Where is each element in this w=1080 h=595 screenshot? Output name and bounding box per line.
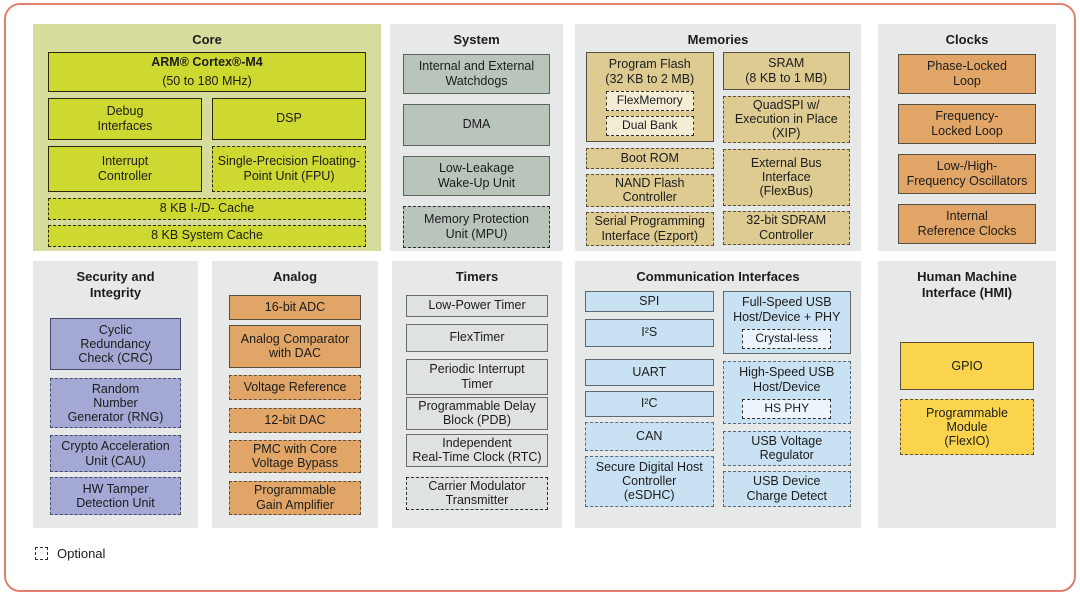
block-llwu: Low-Leakage Wake-Up Unit — [403, 155, 550, 196]
block-watchdogs: Internal and External Watchdogs — [403, 53, 550, 94]
block-interrupt-controller: Interrupt Controller — [48, 145, 202, 192]
block-dual-bank: Dual Bank — [605, 115, 694, 136]
panel-security-and-integrity: Security and Integrity Cyclic Redundancy… — [33, 261, 198, 528]
block-can: CAN — [585, 421, 714, 451]
panel-analog: Analog 16-bit ADC Analog Comparator with… — [212, 261, 378, 528]
block-pll: Phase-Locked Loop — [898, 53, 1036, 94]
panel-analog-title: Analog — [272, 269, 318, 284]
block-program-flash: Program Flash (32 KB to 2 MB) FlexMemory… — [586, 51, 714, 142]
block-boot-rom: Boot ROM — [586, 147, 714, 169]
block-debug-interfaces: Debug Interfaces — [48, 97, 202, 140]
block-sram: SRAM (8 KB to 1 MB) — [722, 51, 850, 90]
block-uart: UART — [585, 358, 714, 386]
block-flexbus: External Bus Interface (FlexBus) — [722, 148, 850, 206]
block-fs-usb-label: Full-Speed USB Host/Device + PHY — [733, 295, 841, 324]
block-id-cache: 8 KB I-/D- Cache — [48, 197, 366, 220]
panel-system-title: System — [453, 32, 500, 47]
block-pit: Periodic Interrupt Timer — [406, 358, 548, 395]
block-low-power-timer: Low-Power Timer — [406, 294, 548, 317]
block-pdb: Programmable Delay Block (PDB) — [406, 396, 548, 430]
block-spi: SPI — [585, 290, 714, 312]
block-rtc: Independent Real-Time Clock (RTC) — [406, 433, 548, 467]
block-crystal-less: Crystal-less — [742, 328, 832, 349]
optional-dashed-box-icon — [35, 547, 48, 560]
block-pga: Programmable Gain Amplifier — [229, 480, 361, 515]
block-system-cache: 8 KB System Cache — [48, 224, 366, 247]
block-quadspi: QuadSPI w/ Execution in Place (XIP) — [722, 95, 850, 143]
block-oscillators: Low-/High- Frequency Oscillators — [898, 153, 1036, 194]
block-usb-voltage-regulator: USB Voltage Regulator — [722, 430, 851, 466]
block-16bit-adc: 16-bit ADC — [229, 294, 361, 320]
panel-timers-title: Timers — [455, 269, 499, 284]
panel-communication-interfaces: Communication Interfaces SPI I²S UART I²… — [575, 261, 861, 528]
block-hs-usb-label: High-Speed USB Host/Device — [739, 365, 835, 394]
panel-hmi-title: Human Machine Interface (HMI) — [917, 269, 1017, 300]
legend-optional: Optional — [35, 546, 105, 561]
block-program-flash-label: Program Flash (32 KB to 2 MB) — [605, 57, 695, 86]
block-cmt: Carrier Modulator Transmitter — [406, 476, 548, 510]
panel-system: System Internal and External Watchdogs D… — [390, 24, 563, 251]
block-cau: Crypto Acceleration Unit (CAU) — [50, 435, 181, 473]
block-arm-cortex-m4-freq: (50 to 180 MHz) — [162, 74, 252, 89]
panel-hmi: Human Machine Interface (HMI) GPIO Progr… — [878, 261, 1056, 528]
block-dma: DMA — [403, 103, 550, 146]
block-sdram-controller: 32-bit SDRAM Controller — [722, 210, 850, 245]
block-pmc: PMC with Core Voltage Bypass — [229, 439, 361, 473]
panel-memories-title: Memories — [687, 32, 749, 47]
block-internal-reference-clocks: Internal Reference Clocks — [898, 203, 1036, 244]
block-gpio: GPIO — [900, 342, 1034, 391]
block-flexmemory: FlexMemory — [605, 90, 694, 111]
block-i2s: I²S — [585, 318, 714, 347]
panel-security-title: Security and Integrity — [76, 269, 155, 300]
block-rng: Random Number Generator (RNG) — [50, 378, 181, 429]
block-voltage-reference: Voltage Reference — [229, 374, 361, 400]
block-flexio: Programmable Module (FlexIO) — [900, 399, 1034, 456]
panel-core-title: Core — [192, 32, 222, 47]
block-12bit-dac: 12-bit DAC — [229, 407, 361, 433]
block-crc: Cyclic Redundancy Check (CRC) — [50, 318, 181, 371]
block-hs-phy: HS PHY — [742, 398, 832, 419]
block-nand-flash-controller: NAND Flash Controller — [586, 173, 714, 207]
panel-clocks-title: Clocks — [945, 32, 989, 47]
block-hs-usb: High-Speed USB Host/Device HS PHY — [722, 360, 851, 424]
block-fpu: Single-Precision Floating- Point Unit (F… — [212, 145, 366, 192]
block-i2c: I²C — [585, 390, 714, 417]
block-analog-comparator: Analog Comparator with DAC — [229, 324, 361, 368]
legend-optional-label: Optional — [57, 546, 106, 561]
block-usb-device-charge-detect: USB Device Charge Detect — [722, 470, 851, 507]
block-dsp: DSP — [212, 97, 366, 140]
block-ezport: Serial Programming Interface (Ezport) — [586, 211, 714, 246]
panel-timers: Timers Low-Power Timer FlexTimer Periodi… — [392, 261, 562, 528]
panel-core: Core ARM® Cortex®-M4 (50 to 180 MHz) Deb… — [33, 24, 381, 251]
block-arm-cortex-m4-name: ARM® Cortex®-M4 — [151, 54, 263, 69]
panel-memories: Memories Program Flash (32 KB to 2 MB) F… — [575, 24, 861, 251]
block-mpu: Memory Protection Unit (MPU) — [403, 205, 550, 248]
block-esdhc: Secure Digital Host Controller (eSDHC) — [585, 455, 714, 507]
panel-comm-title: Communication Interfaces — [636, 269, 800, 284]
block-hw-tamper: HW Tamper Detection Unit — [50, 477, 181, 516]
block-arm-cortex-m4: ARM® Cortex®-M4 (50 to 180 MHz) — [48, 51, 366, 92]
panel-clocks: Clocks Phase-Locked Loop Frequency- Lock… — [878, 24, 1056, 251]
block-fll: Frequency- Locked Loop — [898, 103, 1036, 144]
block-fs-usb: Full-Speed USB Host/Device + PHY Crystal… — [722, 290, 851, 354]
block-flextimer: FlexTimer — [406, 323, 548, 352]
